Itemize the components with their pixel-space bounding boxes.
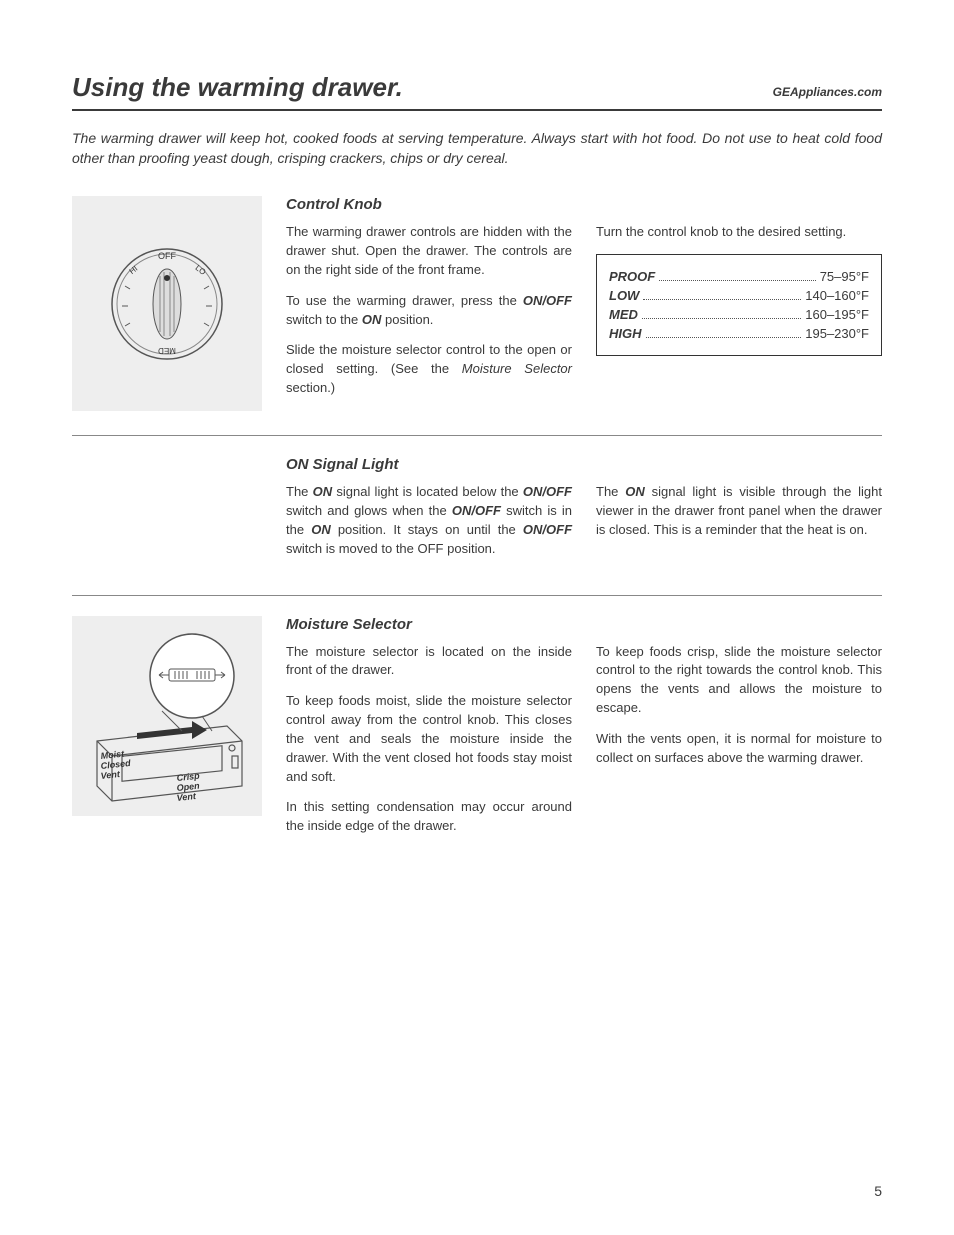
knob-hi-label: HI xyxy=(128,264,140,276)
leader-dots xyxy=(642,318,801,319)
section-control-knob: OFF HI LO MED Control Knob xyxy=(72,196,882,436)
left-column: The ON signal light is located below the… xyxy=(286,483,572,570)
section-heading: Moisture Selector xyxy=(286,616,882,633)
paragraph: Turn the control knob to the desired set… xyxy=(596,223,882,242)
text-columns: ON Signal Light The ON signal light is l… xyxy=(286,456,882,570)
paragraph: The moisture selector is located on the … xyxy=(286,643,572,681)
site-link: GEAppliances.com xyxy=(773,85,882,99)
svg-text:Vent: Vent xyxy=(100,768,121,780)
text-columns: Moisture Selector The moisture selector … xyxy=(286,616,882,849)
paragraph: With the vents open, it is normal for mo… xyxy=(596,730,882,768)
left-column: The warming drawer controls are hidden w… xyxy=(286,223,572,410)
illustration-column-empty xyxy=(72,456,262,570)
left-column: The moisture selector is located on the … xyxy=(286,643,572,849)
page-number: 5 xyxy=(874,1183,882,1199)
right-column: Turn the control knob to the desired set… xyxy=(596,223,882,410)
text-columns: Control Knob The warming drawer controls… xyxy=(286,196,882,411)
intro-paragraph: The warming drawer will keep hot, cooked… xyxy=(72,129,882,168)
two-column-body: The ON signal light is located below the… xyxy=(286,483,882,570)
paragraph: The warming drawer controls are hidden w… xyxy=(286,223,572,280)
knob-off-label: OFF xyxy=(158,251,176,261)
illustration-column: Moist Closed Vent Crisp Open Vent xyxy=(72,616,262,849)
section-moisture: Moist Closed Vent Crisp Open Vent Moistu… xyxy=(72,616,882,873)
paragraph: To use the warming drawer, press the ON/… xyxy=(286,292,572,330)
page-title: Using the warming drawer. xyxy=(72,72,403,103)
leader-dots xyxy=(643,299,801,300)
svg-text:Vent: Vent xyxy=(176,790,197,802)
paragraph: Slide the moisture selector control to t… xyxy=(286,341,572,398)
moisture-selector-illustration: Moist Closed Vent Crisp Open Vent xyxy=(72,616,262,816)
two-column-body: The moisture selector is located on the … xyxy=(286,643,882,849)
leader-dots xyxy=(659,280,815,281)
table-row: MED 160–195°F xyxy=(609,307,869,322)
right-column: The ON signal light is visible through t… xyxy=(596,483,882,570)
temperature-table: PROOF 75–95°F LOW 140–160°F MED 160–195°… xyxy=(596,254,882,356)
table-row: HIGH 195–230°F xyxy=(609,326,869,341)
paragraph: In this setting condensation may occur a… xyxy=(286,798,572,836)
section-on-signal: ON Signal Light The ON signal light is l… xyxy=(72,456,882,595)
leader-dots xyxy=(646,337,802,338)
control-knob-illustration: OFF HI LO MED xyxy=(72,196,262,411)
paragraph: To keep foods crisp, slide the moisture … xyxy=(596,643,882,718)
section-heading: ON Signal Light xyxy=(286,456,882,473)
two-column-body: The warming drawer controls are hidden w… xyxy=(286,223,882,410)
paragraph: To keep foods moist, slide the moisture … xyxy=(286,692,572,786)
table-row: PROOF 75–95°F xyxy=(609,269,869,284)
illustration-column: OFF HI LO MED xyxy=(72,196,262,411)
right-column: To keep foods crisp, slide the moisture … xyxy=(596,643,882,849)
page-header: Using the warming drawer. GEAppliances.c… xyxy=(72,72,882,111)
table-row: LOW 140–160°F xyxy=(609,288,869,303)
paragraph: The ON signal light is located below the… xyxy=(286,483,572,558)
knob-med-label: MED xyxy=(158,346,176,355)
paragraph: The ON signal light is visible through t… xyxy=(596,483,882,540)
section-heading: Control Knob xyxy=(286,196,882,213)
